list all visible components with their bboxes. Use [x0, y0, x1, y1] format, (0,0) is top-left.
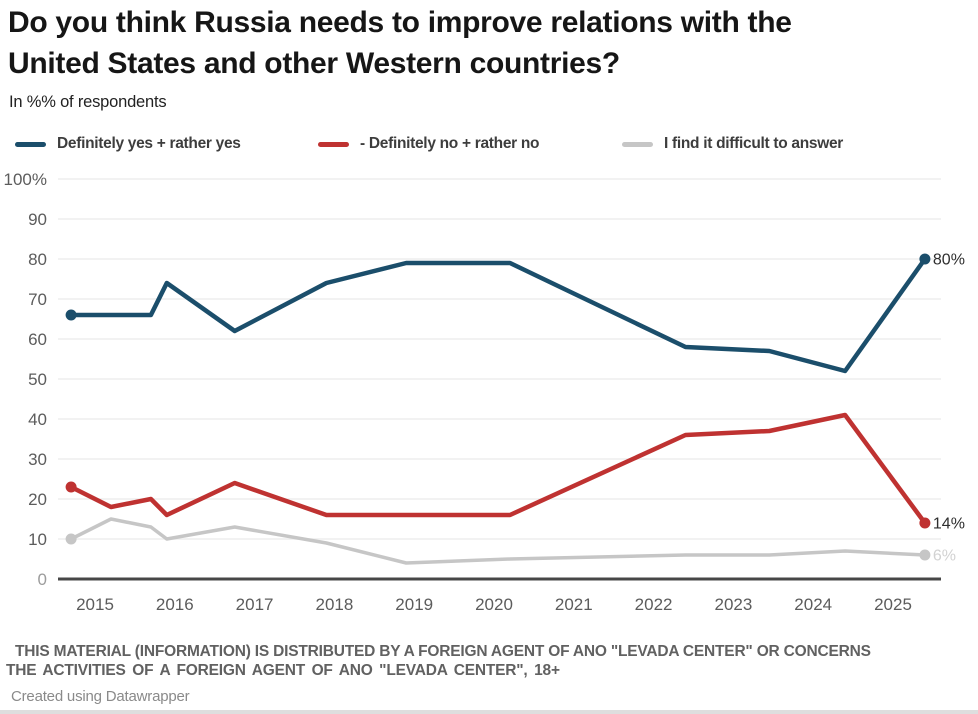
x-tick-label: 2020 — [475, 595, 513, 614]
series-start-dot — [65, 481, 77, 493]
x-tick-label: 2021 — [555, 595, 593, 614]
bottom-edge-strip — [0, 710, 978, 714]
y-tick-label: 60 — [28, 330, 47, 349]
y-tick-label: 80 — [28, 250, 47, 269]
datawrapper-credit: Created using Datawrapper — [11, 688, 190, 705]
y-tick-label: 30 — [28, 450, 47, 469]
y-tick-label: 90 — [28, 210, 47, 229]
disclaimer-line1: THIS MATERIAL (INFORMATION) IS DISTRIBUT… — [15, 643, 871, 660]
y-tick-label: 10 — [28, 530, 47, 549]
y-tick-label: 70 — [28, 290, 47, 309]
legend-label: - Definitely no + rather no — [360, 135, 540, 152]
x-tick-label: 2018 — [315, 595, 353, 614]
series-end-dot — [919, 549, 931, 561]
x-tick-label: 2019 — [395, 595, 433, 614]
series-end-label: 14% — [933, 516, 965, 533]
y-tick-label: 40 — [28, 410, 47, 429]
x-tick-label: 2025 — [874, 595, 912, 614]
series-end-label: 6% — [933, 548, 956, 565]
y-tick-label: 100% — [4, 170, 47, 189]
legend-item[interactable]: Definitely yes + rather yes — [15, 135, 241, 153]
series-line — [68, 412, 928, 526]
x-tick-label: 2023 — [714, 595, 752, 614]
legend-swatch-icon — [622, 141, 653, 147]
legend-item[interactable]: I find it difficult to answer — [622, 135, 843, 153]
legend-swatch-icon — [15, 141, 46, 147]
legend-label: Definitely yes + rather yes — [57, 135, 241, 152]
series-end-dot — [919, 253, 931, 265]
series-start-dot — [65, 533, 77, 545]
x-tick-label: 2022 — [635, 595, 673, 614]
chart-plot: 100% 90 80 70 60 50 40 30 20 10 0 2015 2016 2017 2018 2… — [4, 170, 965, 614]
x-tick-label: 2024 — [794, 595, 832, 614]
page-title: Do you think Russia needs to improve rel… — [8, 2, 968, 84]
series-end-label: 80% — [933, 252, 965, 269]
x-tick-label: 2016 — [156, 595, 194, 614]
series-line — [68, 256, 928, 374]
series-start-dot — [65, 309, 77, 321]
series-line — [69, 517, 927, 565]
series-end-dot — [919, 517, 931, 529]
y-tick-label: 50 — [28, 370, 47, 389]
chart-subtitle: In %% of respondents — [9, 93, 167, 111]
legend-label: I find it difficult to answer — [664, 135, 844, 152]
legend: Definitely yes + rather yes - Definitely … — [0, 135, 978, 159]
x-tick-label: 2017 — [236, 595, 274, 614]
legend-item[interactable]: - Definitely no + rather no — [318, 135, 540, 153]
x-tick-label: 2015 — [76, 595, 114, 614]
y-tick-label: 0 — [38, 570, 47, 589]
y-tick-label: 20 — [28, 490, 47, 509]
foreign-agent-disclaimer: THIS MATERIAL (INFORMATION) IS DISTRIBUT… — [6, 642, 936, 680]
disclaimer-line2: THE ACTIVITIES OF A FOREIGN AGENT OF ANO… — [6, 662, 560, 679]
page-title-line2: United States and other Western countrie… — [8, 47, 620, 80]
page-title-line1: Do you think Russia needs to improve rel… — [8, 6, 792, 39]
legend-swatch-icon — [318, 141, 349, 147]
